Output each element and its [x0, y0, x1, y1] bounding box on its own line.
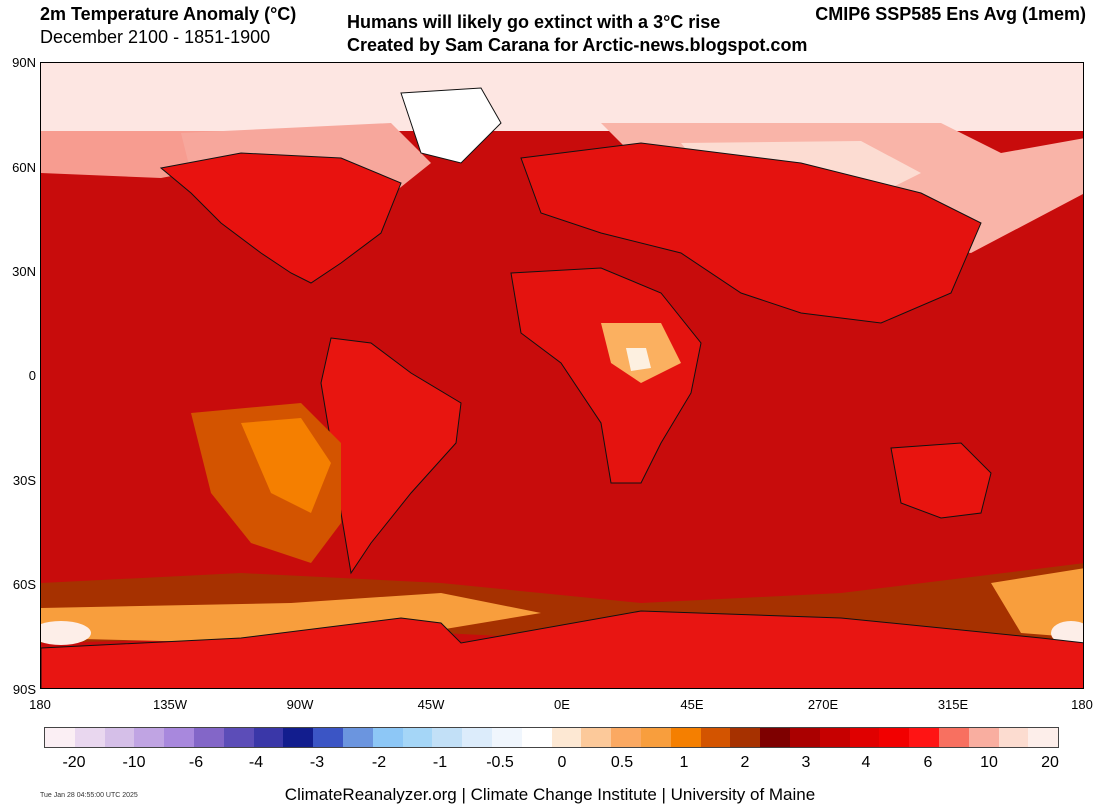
map-subtitle: December 2100 - 1851-1900: [40, 27, 271, 47]
colorbar-swatch: [372, 728, 403, 747]
colorbar-swatch: [491, 728, 522, 747]
central-africa-white: [626, 348, 651, 371]
colorbar-swatch: [849, 728, 880, 747]
lon-label: 135W: [153, 697, 187, 712]
colorbar-swatch: [432, 728, 463, 747]
lat-label: 90N: [12, 55, 36, 70]
colorbar-swatch: [640, 728, 671, 747]
colorbar-swatch: [938, 728, 969, 747]
lat-label: 30N: [12, 264, 36, 279]
colorbar-swatch: [879, 728, 910, 747]
lon-label: 90W: [286, 697, 314, 712]
lon-label: 270E: [807, 697, 839, 712]
lat-label: 90S: [12, 682, 36, 697]
lat-label: 60S: [12, 577, 36, 592]
colorbar-swatch: [104, 728, 135, 747]
colorbar-label: -6: [188, 754, 204, 771]
temperature-anomaly-map: [40, 62, 1084, 689]
credit-footer: ClimateReanalyzer.org | Climate Change I…: [284, 785, 816, 804]
colorbar-swatch: [789, 728, 820, 747]
colorbar-label: 20: [1041, 754, 1059, 771]
colorbar-swatch: [462, 728, 492, 747]
colorbar-swatch: [521, 728, 552, 747]
colorbar-swatch: [819, 728, 850, 747]
lat-label: 60N: [12, 160, 36, 175]
lon-label: 45E: [680, 697, 704, 712]
africa: [510, 267, 702, 484]
annotation-text: Humans will likely go extinct with a 3°C…: [347, 11, 807, 57]
lon-label: 0E: [554, 697, 570, 712]
lon-label: 45W: [417, 697, 445, 712]
lon-label: 315E: [937, 697, 969, 712]
colorbar-swatch: [670, 728, 701, 747]
colorbar-swatch: [402, 728, 433, 747]
lon-label: 180: [1071, 697, 1093, 712]
colorbar-swatch: [193, 728, 224, 747]
colorbar-swatch: [700, 728, 731, 747]
lon-label: 180: [29, 697, 51, 712]
greenland: [400, 87, 502, 164]
map-title: 2m Temperature Anomaly (°C): [40, 4, 297, 24]
colorbar-label: -4: [248, 754, 264, 771]
colorbar: [44, 727, 1060, 748]
colorbar-label: -0.5: [486, 754, 514, 771]
colorbar-label: 1: [679, 754, 689, 771]
colorbar-swatch: [313, 728, 343, 747]
colorbar-swatch: [342, 728, 373, 747]
australia: [890, 442, 992, 519]
colorbar-swatch: [1028, 728, 1059, 747]
north-america: [159, 152, 402, 284]
colorbar-label: -20: [62, 754, 86, 771]
white-spot-east: [1051, 621, 1083, 645]
annotation-line-2: Created by Sam Carana for Arctic-news.bl…: [347, 35, 808, 55]
colorbar-swatch: [760, 728, 790, 747]
ross-sea-orange: [991, 568, 1083, 638]
colorbar-label: 2: [740, 754, 750, 771]
colorbar-swatch: [551, 728, 582, 747]
colorbar-swatch: [968, 728, 999, 747]
lat-label: 30S: [12, 473, 36, 488]
colorbar-swatch: [611, 728, 641, 747]
colorbar-label: 3: [801, 754, 811, 771]
lat-label: 0: [28, 368, 36, 383]
colorbar-swatch: [253, 728, 284, 747]
colorbar-swatch: [223, 728, 254, 747]
antarctica: [41, 610, 1083, 688]
colorbar-label: 0: [557, 754, 567, 771]
colorbar-label: 6: [923, 754, 933, 771]
colorbar-swatch: [164, 728, 194, 747]
colorbar-label: 10: [980, 754, 998, 771]
colorbar-label: -2: [371, 754, 387, 771]
model-label: CMIP6 SSP585 Ens Avg (1mem): [815, 4, 1086, 24]
colorbar-swatch: [730, 728, 761, 747]
eurasia: [520, 142, 982, 324]
colorbar-label: -3: [309, 754, 325, 771]
colorbar-swatch: [74, 728, 105, 747]
annotation-line-1: Humans will likely go extinct with a 3°C…: [347, 12, 721, 32]
colorbar-label: -10: [122, 754, 146, 771]
map-svg: [41, 63, 1083, 688]
colorbar-swatch: [909, 728, 939, 747]
colorbar-swatch: [581, 728, 612, 747]
colorbar-swatch: [45, 728, 75, 747]
south-pacific-orange-core: [241, 418, 331, 513]
white-spot-west: [41, 621, 91, 645]
timestamp: Tue Jan 28 04:55:00 UTC 2025: [40, 792, 138, 799]
colorbar-label: -1: [432, 754, 448, 771]
colorbar-swatch: [134, 728, 165, 747]
colorbar-label: 0.5: [610, 754, 634, 771]
colorbar-swatch: [283, 728, 314, 747]
colorbar-label: 4: [861, 754, 871, 771]
colorbar-swatch: [998, 728, 1029, 747]
arctic-pale-band: [41, 63, 1083, 131]
